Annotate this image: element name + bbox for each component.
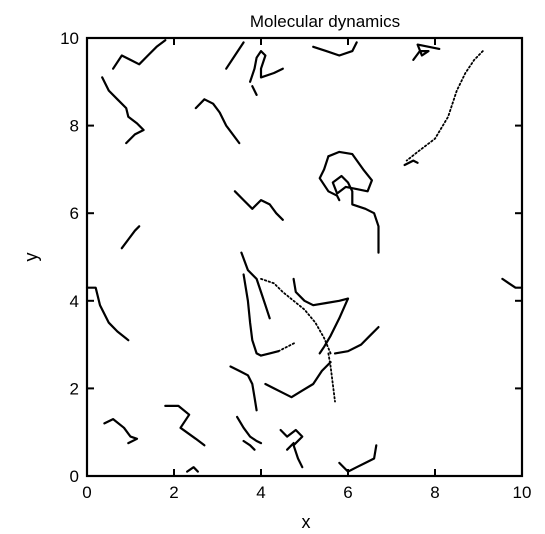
particle-trajectory <box>412 43 441 61</box>
particle-trajectory <box>251 85 258 96</box>
particle-trajectory <box>501 277 524 289</box>
particle-trajectory <box>112 39 167 70</box>
y-tick-label: 8 <box>70 117 79 136</box>
particle-trajectory <box>279 428 304 469</box>
axis-ticks <box>86 37 523 477</box>
particle-trajectory <box>318 297 350 355</box>
particle-trajectory <box>225 41 245 70</box>
particle-trajectory <box>120 225 141 250</box>
trajectories <box>85 39 524 473</box>
plot-frame <box>85 36 524 478</box>
particle-trajectory <box>338 444 378 473</box>
particle-trajectory <box>233 190 284 221</box>
x-tick-label: 4 <box>256 483 265 502</box>
particle-trajectory <box>312 41 358 57</box>
particle-trajectory <box>405 50 484 162</box>
particle-trajectory <box>242 439 256 451</box>
particle-trajectory <box>333 326 380 355</box>
x-tick-label: 0 <box>82 483 91 502</box>
particle-trajectory <box>242 273 280 357</box>
axis-tick-labels: 0 2 4 6 8 10 0 2 4 6 8 10 <box>60 29 531 502</box>
y-tick-label: 6 <box>70 204 79 223</box>
particle-trajectory <box>186 466 199 473</box>
y-tick-label: 0 <box>70 467 79 486</box>
particle-trajectory <box>229 365 258 412</box>
particle-trajectory <box>318 155 341 202</box>
chart-title: Molecular dynamics <box>250 12 400 31</box>
particle-trajectory <box>236 415 263 445</box>
x-tick-label: 6 <box>343 483 352 502</box>
x-axis-label: x <box>302 512 311 532</box>
particle-trajectory <box>101 76 145 145</box>
particle-trajectory <box>327 150 380 254</box>
particle-trajectory <box>240 251 271 320</box>
y-tick-label: 10 <box>60 29 79 48</box>
y-tick-label: 4 <box>70 292 79 311</box>
particle-trajectory <box>260 278 332 355</box>
particle-trajectory <box>194 98 241 145</box>
particle-trajectory <box>327 352 336 403</box>
particle-trajectory <box>286 442 295 451</box>
x-tick-label: 2 <box>169 483 178 502</box>
particle-trajectory <box>164 404 206 447</box>
x-tick-label: 10 <box>513 483 532 502</box>
particle-trajectory <box>292 277 350 307</box>
y-axis-label: y <box>21 253 41 262</box>
particle-trajectory <box>264 361 332 399</box>
particle-trajectory <box>403 159 419 167</box>
x-tick-label: 8 <box>430 483 439 502</box>
particle-trajectory <box>85 286 130 342</box>
y-tick-label: 2 <box>70 379 79 398</box>
particle-trajectory <box>103 418 139 445</box>
particle-trajectory <box>249 50 284 83</box>
particle-trajectory <box>277 341 297 353</box>
